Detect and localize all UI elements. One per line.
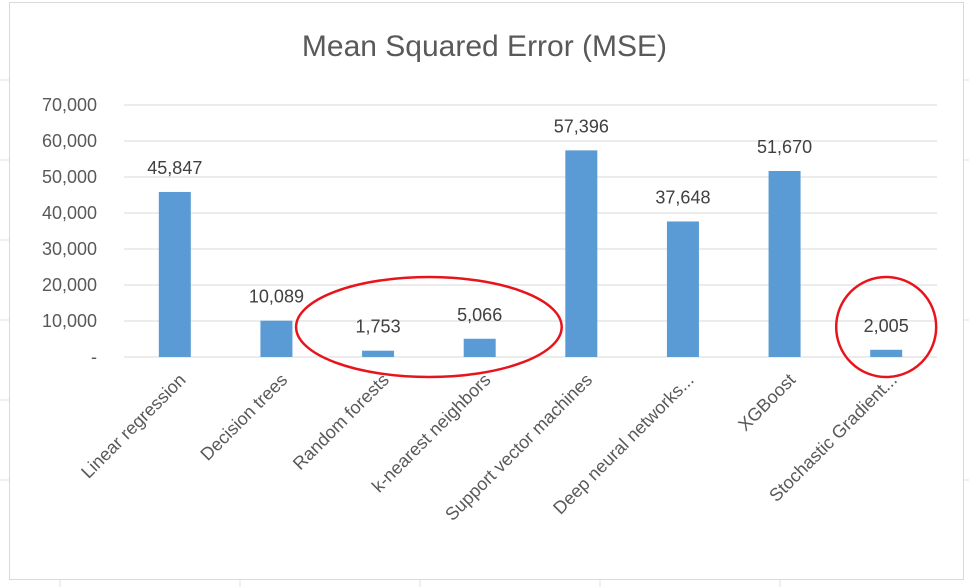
y-tick-label: -: [91, 347, 97, 367]
y-tick-label: 50,000: [42, 167, 97, 187]
data-label: 5,066: [457, 305, 502, 325]
bar[interactable]: [666, 221, 699, 357]
highlight-circle: [294, 275, 563, 379]
highlight-circles: [294, 275, 938, 379]
y-tick-label: 70,000: [42, 95, 97, 115]
highlight-circle: [834, 275, 938, 379]
y-tick-label: 20,000: [42, 275, 97, 295]
x-tick-label: Decision trees: [196, 370, 291, 465]
bar[interactable]: [260, 320, 293, 357]
bar[interactable]: [870, 349, 903, 357]
data-label: 10,089: [249, 287, 304, 307]
bar[interactable]: [463, 338, 496, 357]
y-tick-label: 10,000: [42, 311, 97, 331]
bar[interactable]: [158, 191, 191, 357]
gridlines: [124, 104, 937, 358]
y-axis-tick-labels: - 10,000 20,000 30,000 40,000 50,000 60,000 70,…: [42, 95, 97, 367]
x-tick-label: Linear regression: [77, 370, 189, 482]
data-label: 57,396: [554, 116, 609, 136]
x-tick-label: Random forests: [289, 370, 393, 474]
bars: [158, 150, 903, 357]
bar[interactable]: [362, 350, 395, 357]
data-label: 37,648: [655, 187, 710, 207]
y-tick-label: 60,000: [42, 131, 97, 151]
data-label: 2,005: [864, 316, 909, 336]
data-label: 45,847: [147, 158, 202, 178]
chart-title: Mean Squared Error (MSE): [301, 30, 668, 63]
y-tick-label: 40,000: [42, 203, 97, 223]
bar[interactable]: [768, 170, 801, 357]
y-tick-label: 30,000: [42, 239, 97, 259]
x-tick-label: XGBoost: [734, 370, 799, 435]
data-labels: 45,847 10,089 1,753 5,066 57,396 37,648 51,670…: [147, 116, 908, 336]
bar[interactable]: [565, 150, 598, 357]
data-label: 1,753: [356, 317, 401, 337]
data-label: 51,670: [757, 137, 812, 157]
